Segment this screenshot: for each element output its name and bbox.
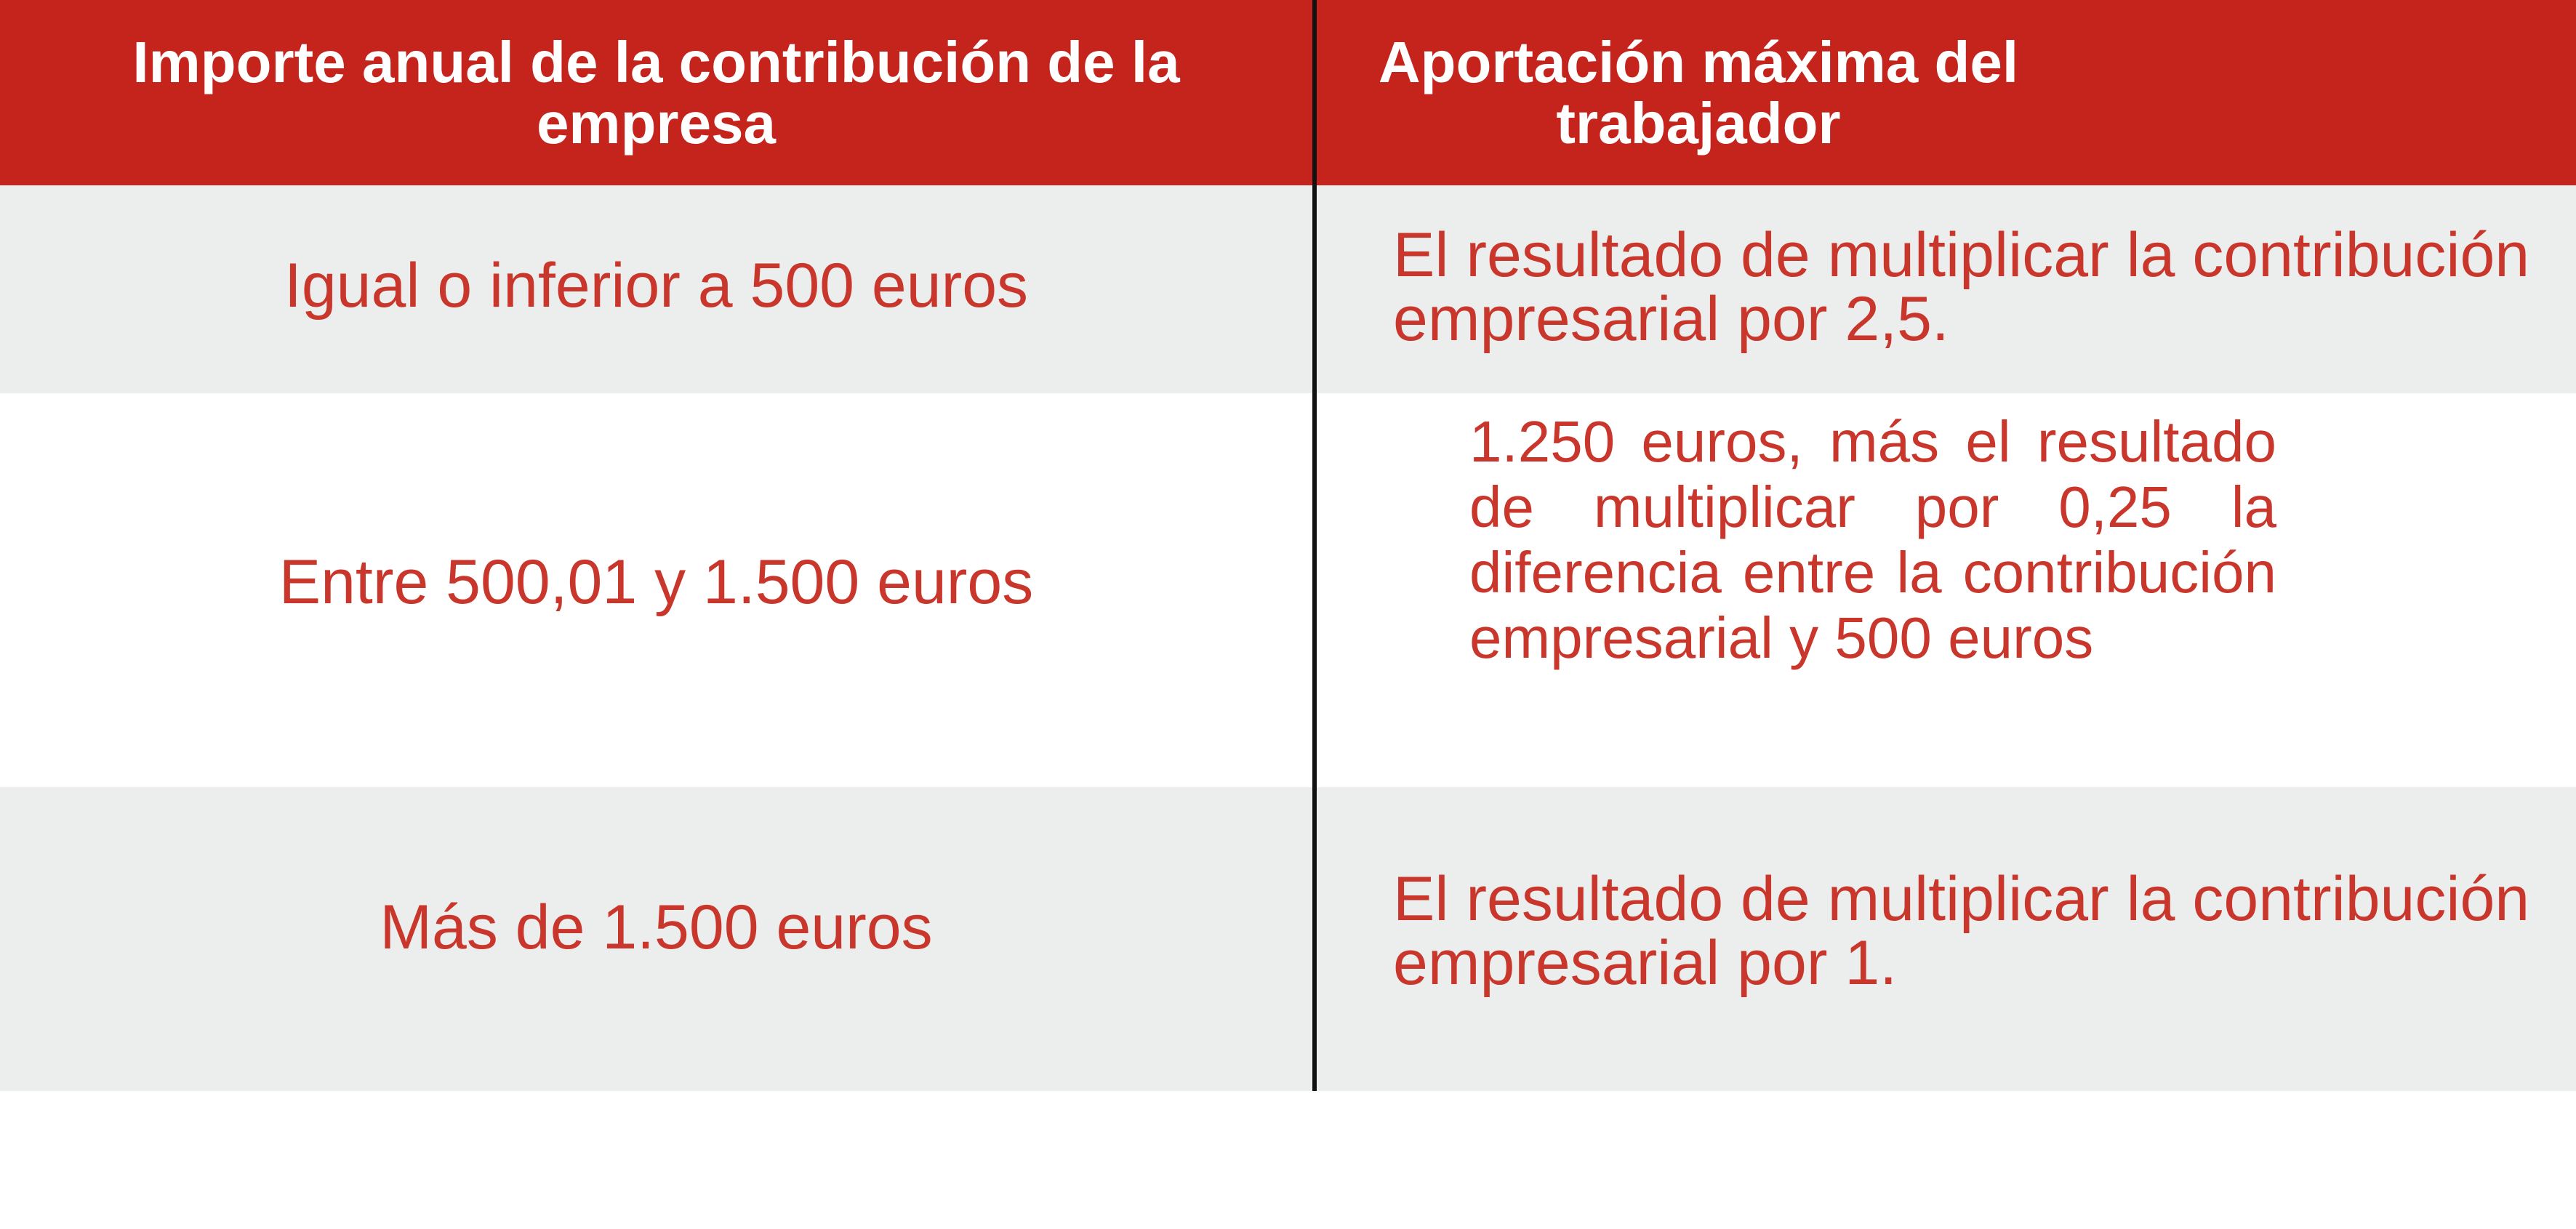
max-contribution-value: El resultado de multiplicar la contribuc… xyxy=(1393,864,2530,998)
max-contribution-value: El resultado de multiplicar la contribuc… xyxy=(1393,220,2530,354)
contribution-cell: Más de 1.500 euros xyxy=(0,787,1312,1091)
header-label-contribution: Importe anual de la contribución de la e… xyxy=(132,29,1180,156)
table-row: Más de 1.500 euros El resultado de multi… xyxy=(0,787,2576,1091)
contribution-cell: Entre 500,01 y 1.500 euros xyxy=(0,393,1312,787)
contribution-table: Importe anual de la contribución de la e… xyxy=(0,0,2576,1091)
header-cell-max-contribution: Aportación máxima del trabajador xyxy=(1317,0,2576,185)
header-label-max-contribution: Aportación máxima del trabajador xyxy=(1378,29,2019,156)
max-contribution-value: 1.250 euros, más el resultado de multipl… xyxy=(1469,409,2276,670)
max-contribution-cell: El resultado de multiplicar la contribuc… xyxy=(1317,787,2576,1091)
contribution-cell: Igual o inferior a 500 euros xyxy=(0,185,1312,393)
table-row: Igual o inferior a 500 euros El resultad… xyxy=(0,185,2576,393)
header-cell-contribution: Importe anual de la contribución de la e… xyxy=(0,0,1312,185)
contribution-value: Entre 500,01 y 1.500 euros xyxy=(278,547,1034,617)
contribution-value: Más de 1.500 euros xyxy=(380,892,933,962)
max-contribution-cell: El resultado de multiplicar la contribuc… xyxy=(1317,185,2576,393)
table-row: Entre 500,01 y 1.500 euros 1.250 euros, … xyxy=(0,393,2576,787)
column-divider xyxy=(1312,0,1317,1091)
contribution-value: Igual o inferior a 500 euros xyxy=(284,251,1029,321)
max-contribution-cell: 1.250 euros, más el resultado de multipl… xyxy=(1317,393,2576,787)
table-header-row: Importe anual de la contribución de la e… xyxy=(0,0,2576,185)
